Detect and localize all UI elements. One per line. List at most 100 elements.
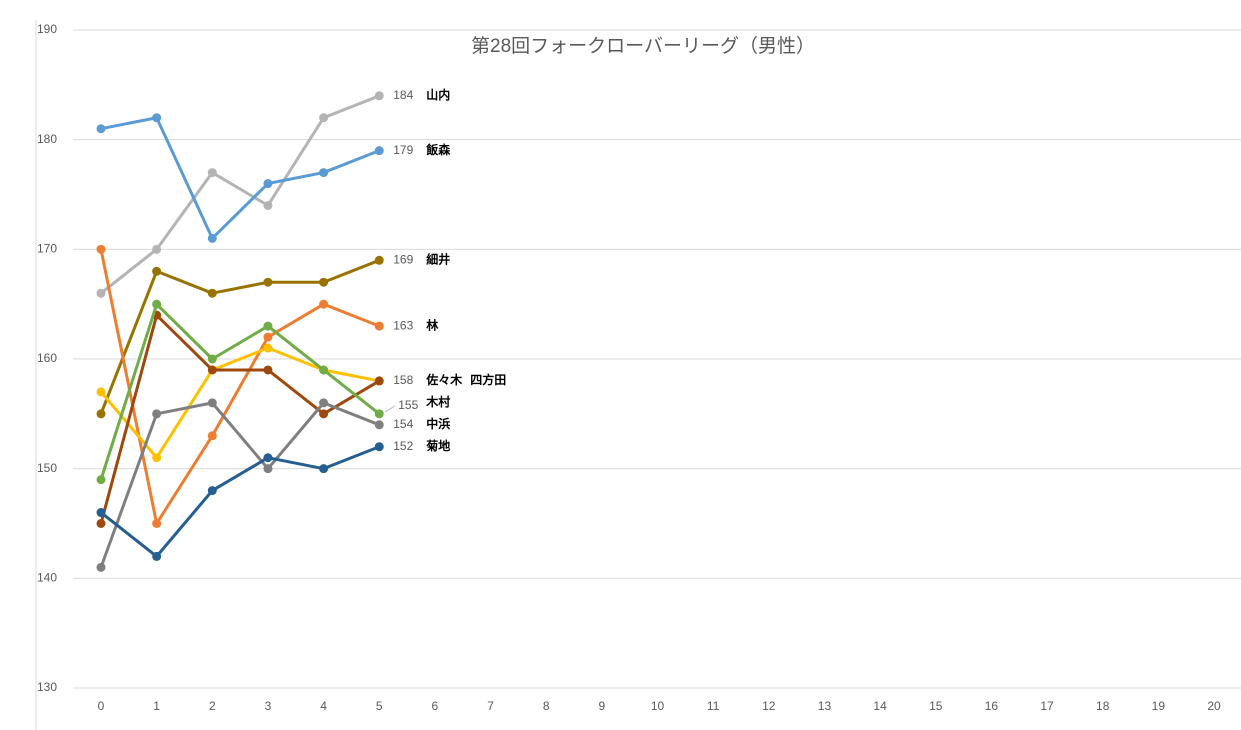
point bbox=[319, 365, 329, 375]
data-label: 154 bbox=[393, 417, 413, 431]
x-tick-label: 10 bbox=[651, 699, 665, 713]
series-name-label: 林 bbox=[426, 317, 438, 332]
point bbox=[152, 299, 162, 309]
point bbox=[207, 288, 217, 298]
point bbox=[207, 365, 217, 375]
x-tick-label: 5 bbox=[376, 699, 383, 713]
point bbox=[263, 343, 273, 353]
point bbox=[319, 277, 329, 287]
point bbox=[319, 464, 329, 474]
data-label: 169 bbox=[393, 252, 413, 266]
point bbox=[207, 233, 217, 243]
x-tick-label: 17 bbox=[1040, 699, 1054, 713]
point bbox=[96, 288, 106, 298]
y-tick-label: 130 bbox=[37, 680, 57, 694]
point bbox=[319, 398, 329, 408]
point bbox=[152, 519, 162, 528]
point bbox=[319, 113, 329, 123]
point bbox=[207, 168, 217, 178]
x-tick-label: 2 bbox=[209, 699, 216, 713]
x-tick-label: 16 bbox=[985, 699, 999, 713]
point bbox=[374, 321, 384, 331]
x-tick-label: 6 bbox=[432, 699, 439, 713]
x-tick-label: 1 bbox=[153, 699, 160, 713]
y-tick-label: 190 bbox=[37, 22, 57, 36]
point bbox=[152, 551, 162, 561]
chart-title: 第28回フォークローバーリーグ（男性） bbox=[471, 35, 815, 57]
series-name-label: 佐々木 bbox=[425, 372, 463, 387]
data-label: 158 bbox=[393, 373, 413, 387]
point bbox=[96, 562, 106, 572]
point bbox=[207, 354, 217, 364]
point bbox=[207, 486, 217, 496]
series-line bbox=[99, 249, 380, 525]
point bbox=[263, 464, 273, 474]
point bbox=[96, 387, 106, 397]
point bbox=[263, 179, 273, 189]
series-line bbox=[100, 116, 380, 240]
data-label: 184 bbox=[393, 88, 413, 102]
series-line bbox=[100, 445, 380, 558]
series-line bbox=[99, 346, 380, 460]
data-label: 155 bbox=[398, 398, 418, 412]
point bbox=[152, 266, 162, 276]
point bbox=[96, 475, 106, 485]
x-tick-label: 20 bbox=[1207, 699, 1221, 713]
point bbox=[152, 409, 162, 419]
series-line bbox=[99, 401, 380, 568]
data-label: 152 bbox=[393, 439, 413, 453]
series-line bbox=[100, 94, 380, 295]
point bbox=[263, 365, 273, 375]
y-tick-label: 150 bbox=[37, 461, 57, 475]
point bbox=[263, 277, 273, 287]
series-name-label: 細井 bbox=[426, 251, 450, 266]
series-name-label: 木村 bbox=[425, 394, 450, 409]
point bbox=[374, 442, 384, 452]
series-line bbox=[99, 313, 381, 524]
x-tick-label: 12 bbox=[762, 699, 776, 713]
point bbox=[96, 519, 106, 528]
y-tick-label: 180 bbox=[37, 132, 57, 146]
series-name-label: 飯森 bbox=[425, 142, 451, 157]
y-tick-label: 160 bbox=[37, 351, 57, 365]
point bbox=[96, 244, 106, 254]
point bbox=[152, 244, 162, 254]
x-tick-label: 9 bbox=[599, 699, 606, 713]
x-tick-label: 0 bbox=[98, 699, 105, 713]
point bbox=[374, 146, 384, 156]
point bbox=[319, 168, 329, 178]
point bbox=[263, 453, 273, 463]
x-tick-label: 14 bbox=[873, 699, 887, 713]
point bbox=[374, 376, 384, 386]
series-line bbox=[99, 258, 380, 415]
series-line bbox=[99, 302, 381, 481]
point bbox=[207, 431, 217, 441]
x-tick-label: 3 bbox=[265, 699, 272, 713]
point bbox=[374, 255, 384, 265]
point bbox=[319, 409, 329, 419]
series-name-label: 四方田 bbox=[470, 372, 506, 387]
point bbox=[263, 200, 273, 210]
series-name-label: 中浜 bbox=[426, 416, 450, 431]
point bbox=[374, 420, 384, 430]
x-tick-label: 13 bbox=[818, 699, 832, 713]
x-tick-label: 7 bbox=[487, 699, 494, 713]
data-label: 179 bbox=[393, 143, 413, 157]
series-name-label: 山内 bbox=[426, 87, 450, 102]
x-tick-label: 18 bbox=[1096, 699, 1110, 713]
point bbox=[96, 124, 106, 134]
x-tick-label: 19 bbox=[1152, 699, 1166, 713]
point bbox=[374, 409, 384, 419]
point bbox=[96, 409, 106, 419]
leader-line bbox=[384, 405, 396, 413]
data-label: 163 bbox=[393, 318, 413, 332]
x-tick-label: 8 bbox=[543, 699, 550, 713]
series-name-label: 菊地 bbox=[425, 438, 450, 453]
point bbox=[96, 508, 106, 518]
x-tick-label: 15 bbox=[929, 699, 943, 713]
point bbox=[263, 321, 273, 331]
point bbox=[374, 91, 384, 101]
y-tick-label: 170 bbox=[37, 242, 57, 256]
point bbox=[319, 299, 329, 309]
